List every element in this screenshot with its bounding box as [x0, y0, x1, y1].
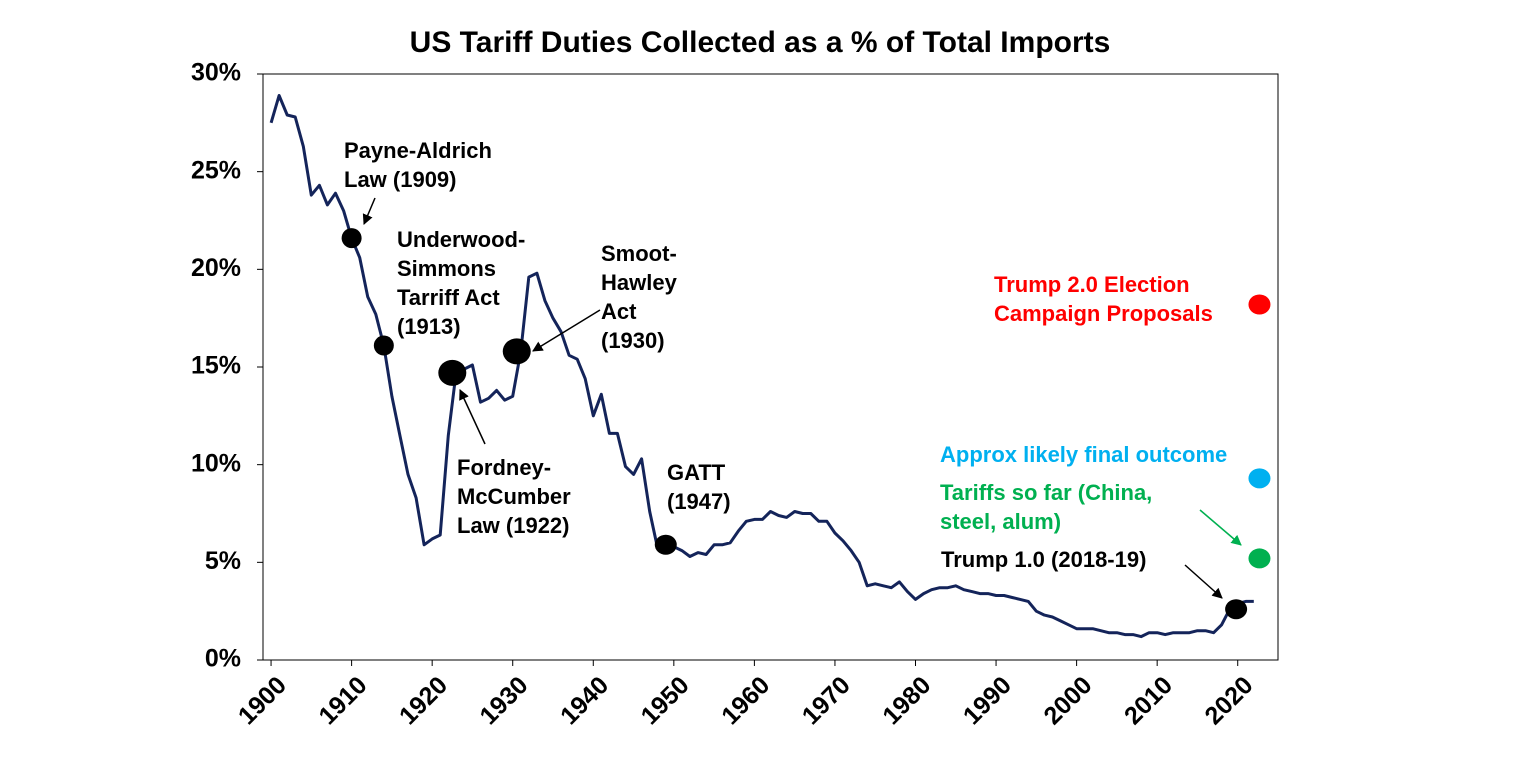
x-tick-label: 1910 [313, 671, 372, 730]
annotation: Trump 1.0 (2018-19) [941, 547, 1146, 572]
annotation: (1930) [601, 328, 665, 353]
annotation: McCumber [457, 484, 571, 509]
annotation: Smoot- [601, 241, 677, 266]
x-tick-label: 1930 [475, 671, 534, 730]
annotation: Campaign Proposals [994, 301, 1213, 326]
highlight-point [438, 359, 467, 386]
highlight-point [1248, 468, 1271, 489]
annotation: Underwood- [397, 227, 525, 252]
annotation: Approx likely final outcome [940, 442, 1227, 467]
y-tick-label: 25% [191, 156, 241, 184]
annotation: Law (1909) [344, 167, 457, 192]
x-tick-label: 1980 [877, 671, 936, 730]
annotation: Payne-Aldrich [344, 138, 492, 163]
annotation: (1913) [397, 314, 461, 339]
x-tick-label: 1920 [394, 671, 453, 730]
highlight-point [373, 335, 394, 356]
annotation: Simmons [397, 256, 496, 281]
x-tick-label: 2020 [1200, 671, 1259, 730]
x-tick-label: 2010 [1119, 671, 1178, 730]
annotation: Law (1922) [457, 513, 570, 538]
annotation: Tarriff Act [397, 285, 500, 310]
arrow [362, 197, 376, 225]
x-tick-label: 2000 [1038, 671, 1097, 730]
x-tick-label: 1950 [636, 671, 695, 730]
annotation: GATT [667, 460, 726, 485]
y-tick-label: 15% [191, 352, 241, 380]
y-tick-label: 10% [191, 449, 241, 477]
highlight-point [1225, 599, 1248, 620]
highlight-point [1248, 294, 1271, 315]
y-tick-label: 5% [205, 547, 241, 575]
highlight-point [1248, 548, 1271, 569]
highlight-point [654, 534, 677, 555]
y-tick-label: 20% [191, 254, 241, 282]
arrow [459, 389, 486, 445]
annotation: Fordney- [457, 455, 551, 480]
x-tick-label: 1970 [797, 671, 856, 730]
annotation: (1947) [667, 489, 731, 514]
annotation: steel, alum) [940, 509, 1061, 534]
y-tick-label: 0% [205, 645, 241, 673]
annotation: Trump 2.0 Election [994, 272, 1190, 297]
line [269, 94, 1254, 639]
arrow [1199, 509, 1242, 546]
highlight-point [341, 228, 362, 249]
annotation: Act [601, 299, 637, 324]
arrow [1184, 564, 1223, 599]
x-tick-label: 1960 [716, 671, 775, 730]
chart-title: US Tariff Duties Collected as a % of Tot… [410, 26, 1111, 59]
x-tick-label: 1990 [958, 671, 1017, 730]
annotation: Hawley [601, 270, 678, 295]
y-tick-label: 30% [191, 59, 241, 87]
highlight-point [502, 338, 531, 365]
x-tick-label: 1940 [555, 671, 614, 730]
x-tick-label: 1900 [233, 671, 292, 730]
arrow [532, 309, 601, 352]
annotation: Tariffs so far (China, [940, 480, 1152, 505]
